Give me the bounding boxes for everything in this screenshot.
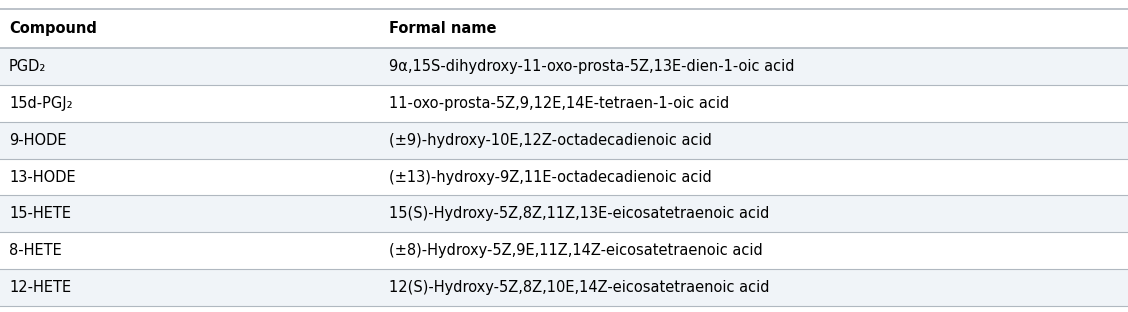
Text: 15(S)-Hydroxy-5Z,8Z,11Z,13E-eicosatetraenoic acid: 15(S)-Hydroxy-5Z,8Z,11Z,13E-eicosatetrae… (389, 206, 769, 221)
Bar (0, 232, 1128, 269)
Text: (±13)-hydroxy-9Z,11E-octadecadienoic acid: (±13)-hydroxy-9Z,11E-octadecadienoic aci… (389, 169, 712, 185)
Text: PGD₂: PGD₂ (9, 59, 46, 74)
Text: 8-HETE: 8-HETE (9, 243, 62, 258)
Text: Formal name: Formal name (389, 21, 496, 37)
Bar (0, 269, 1128, 306)
Text: 13-HODE: 13-HODE (9, 169, 76, 185)
Bar (0, 48, 1128, 85)
Bar (0, 85, 1128, 122)
Text: 11-oxo-prosta-5Z,9,12E,14E-tetraen-1-oic acid: 11-oxo-prosta-5Z,9,12E,14E-tetraen-1-oic… (389, 96, 730, 111)
Text: 9-HODE: 9-HODE (9, 133, 67, 148)
Text: 9α,15S-dihydroxy-11-oxo-prosta-5Z,13E-dien-1-oic acid: 9α,15S-dihydroxy-11-oxo-prosta-5Z,13E-di… (389, 59, 794, 74)
Bar (0, 195, 1128, 232)
Text: Compound: Compound (9, 21, 97, 37)
Bar (0, 122, 1128, 159)
Text: 15d-PGJ₂: 15d-PGJ₂ (9, 96, 72, 111)
Text: 12-HETE: 12-HETE (9, 280, 71, 295)
Bar (0, 159, 1128, 195)
Text: (±8)-Hydroxy-5Z,9E,11Z,14Z-eicosatetraenoic acid: (±8)-Hydroxy-5Z,9E,11Z,14Z-eicosatetraen… (389, 243, 763, 258)
Text: (±9)-hydroxy-10E,12Z-octadecadienoic acid: (±9)-hydroxy-10E,12Z-octadecadienoic aci… (389, 133, 712, 148)
Text: 15-HETE: 15-HETE (9, 206, 71, 221)
Text: 12(S)-Hydroxy-5Z,8Z,10E,14Z-eicosatetraenoic acid: 12(S)-Hydroxy-5Z,8Z,10E,14Z-eicosatetrae… (389, 280, 769, 295)
